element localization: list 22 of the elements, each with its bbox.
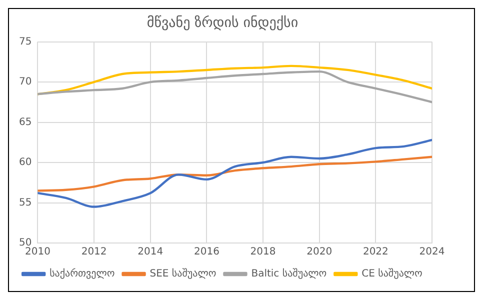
y-tick-label: 70 — [18, 76, 32, 88]
x-tick-label: 2018 — [250, 246, 276, 258]
x-tick-label: 2012 — [81, 246, 107, 258]
line-series — [38, 156, 432, 192]
x-tick-label: 2010 — [25, 246, 50, 258]
y-tick-label: 75 — [18, 36, 32, 48]
line-series — [38, 70, 432, 104]
line-series — [38, 138, 432, 208]
x-tick-label: 2020 — [306, 246, 332, 258]
legend-label: CE საშუალო — [362, 268, 423, 280]
x-tick-label: 2022 — [362, 246, 388, 258]
legend-label: Baltic საშუალო — [251, 268, 327, 280]
y-tick-label: 60 — [18, 157, 32, 168]
x-tick-label: 2014 — [138, 246, 164, 258]
y-tick-label: 65 — [18, 116, 32, 128]
x-tick-label: 2024 — [419, 246, 445, 258]
y-tick-label: 55 — [18, 197, 32, 208]
x-tick-label: 2016 — [194, 246, 220, 258]
line-series — [38, 64, 432, 96]
chart-title: მწვანე ზრდის ინდექსი — [146, 15, 298, 32]
legend-label: საქართველო — [50, 268, 115, 280]
legend-label: SEE საშუალო — [150, 268, 216, 280]
